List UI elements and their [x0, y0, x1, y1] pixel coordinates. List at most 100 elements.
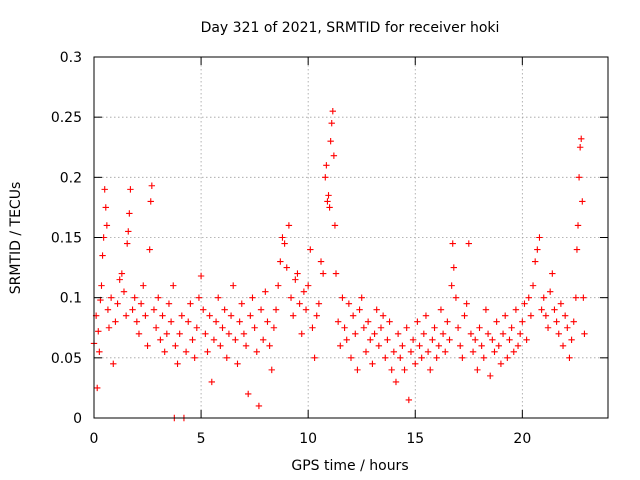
data-point	[506, 336, 513, 343]
data-point	[315, 300, 323, 307]
data-point	[352, 330, 359, 337]
data-point	[334, 318, 342, 325]
data-point	[454, 324, 462, 331]
data-point	[416, 342, 423, 349]
data-point	[495, 342, 502, 349]
data-point	[287, 294, 295, 301]
data-point	[576, 144, 584, 151]
data-point	[322, 174, 329, 181]
data-point	[157, 336, 164, 343]
data-point	[142, 312, 149, 319]
data-point	[326, 204, 333, 211]
data-point	[580, 294, 587, 301]
data-point	[137, 300, 145, 307]
data-point	[559, 342, 567, 349]
data-point	[457, 342, 464, 349]
x-tick-labels: 0 5 10 15 20	[90, 431, 532, 447]
data-point	[313, 312, 320, 319]
data-point	[298, 330, 305, 337]
y-tick-label: 0.25	[51, 110, 82, 126]
data-point	[465, 240, 472, 247]
data-point	[262, 288, 269, 295]
data-point	[538, 306, 545, 313]
data-point	[480, 354, 487, 362]
data-point	[375, 342, 383, 349]
data-point	[497, 360, 505, 368]
data-point	[221, 306, 228, 313]
data-point	[478, 342, 485, 349]
data-point	[191, 354, 198, 362]
data-point	[557, 300, 565, 307]
data-point	[371, 330, 378, 337]
data-point	[264, 318, 271, 325]
data-point	[397, 354, 404, 362]
data-point	[422, 312, 430, 319]
data-point	[281, 240, 288, 247]
data-point	[150, 306, 158, 313]
data-point	[531, 258, 539, 265]
data-point	[257, 306, 265, 313]
data-point	[437, 306, 445, 313]
data-point	[101, 186, 108, 193]
data-point	[508, 324, 515, 331]
chart-title: Day 321 of 2021, SRMTID for receiver hok…	[201, 20, 500, 36]
data-point	[259, 336, 267, 343]
data-point	[167, 318, 175, 325]
data-point	[427, 366, 434, 374]
data-point	[566, 354, 573, 362]
data-point	[504, 354, 511, 362]
data-point	[112, 318, 119, 325]
data-point	[304, 282, 312, 289]
data-point	[564, 324, 571, 331]
data-point	[546, 288, 554, 295]
data-point	[294, 270, 301, 277]
data-point	[204, 348, 211, 356]
data-point	[148, 182, 156, 189]
data-point	[482, 306, 490, 313]
data-point	[227, 312, 235, 319]
data-point	[364, 318, 372, 325]
data-point	[472, 336, 479, 343]
data-point	[202, 330, 209, 337]
data-point	[242, 342, 250, 349]
data-point	[514, 342, 522, 349]
data-point	[418, 354, 425, 362]
data-point	[331, 222, 339, 229]
data-point	[120, 288, 128, 295]
grid-lines	[94, 57, 608, 418]
data-point	[442, 348, 449, 356]
data-point	[339, 294, 346, 301]
data-point	[309, 324, 316, 331]
data-point	[274, 282, 282, 289]
data-point	[354, 366, 361, 374]
data-point	[178, 312, 186, 319]
data-point	[324, 198, 331, 205]
data-point	[208, 378, 215, 386]
data-point	[225, 330, 233, 337]
data-point	[249, 294, 256, 301]
data-point	[270, 324, 278, 331]
data-point	[382, 354, 389, 362]
data-point	[317, 258, 325, 265]
data-point	[474, 366, 481, 374]
data-point	[95, 328, 102, 335]
data-point	[268, 366, 275, 374]
data-point	[251, 324, 258, 331]
data-point	[165, 300, 173, 307]
data-points	[90, 107, 588, 422]
data-point	[103, 222, 111, 229]
data-point	[573, 246, 581, 253]
data-point	[536, 234, 543, 241]
data-point	[459, 354, 466, 362]
data-point	[579, 198, 586, 205]
y-tick-label: 0.2	[60, 170, 82, 186]
data-point	[163, 330, 171, 337]
data-point	[217, 342, 224, 349]
data-point	[144, 342, 151, 349]
data-point	[210, 336, 218, 343]
x-tick-label: 10	[299, 431, 317, 447]
y-tick-label: 0.05	[51, 351, 82, 367]
data-point	[279, 234, 286, 241]
data-point	[122, 312, 130, 319]
data-point	[553, 318, 560, 325]
